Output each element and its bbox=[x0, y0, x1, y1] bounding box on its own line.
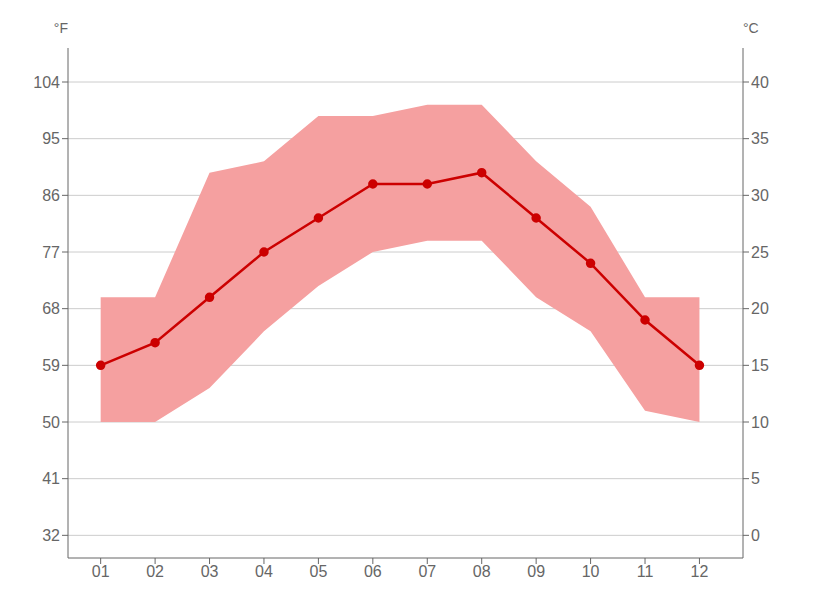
svg-text:11: 11 bbox=[637, 563, 654, 580]
svg-text:07: 07 bbox=[418, 563, 436, 580]
svg-text:06: 06 bbox=[364, 563, 382, 580]
svg-text:12: 12 bbox=[691, 563, 709, 580]
svg-text:25: 25 bbox=[751, 244, 769, 261]
svg-text:86: 86 bbox=[42, 187, 60, 204]
svg-text:10: 10 bbox=[751, 414, 769, 431]
svg-text:95: 95 bbox=[42, 130, 60, 147]
svg-text:41: 41 bbox=[42, 470, 60, 487]
svg-text:35: 35 bbox=[751, 130, 769, 147]
svg-text:32: 32 bbox=[42, 527, 60, 544]
svg-text:104: 104 bbox=[33, 74, 60, 91]
svg-text:15: 15 bbox=[751, 357, 769, 374]
html-text:°F: °F bbox=[53, 20, 68, 36]
html-text:°C: °C bbox=[743, 20, 759, 36]
svg-text:01: 01 bbox=[92, 563, 110, 580]
svg-text:50: 50 bbox=[42, 414, 60, 431]
svg-text:08: 08 bbox=[473, 563, 491, 580]
svg-text:40: 40 bbox=[751, 74, 769, 91]
svg-text:68: 68 bbox=[42, 300, 60, 317]
svg-text:77: 77 bbox=[42, 244, 60, 261]
svg-text:02: 02 bbox=[146, 563, 164, 580]
svg-text:20: 20 bbox=[751, 300, 769, 317]
svg-text:30: 30 bbox=[751, 187, 769, 204]
svg-text:0: 0 bbox=[751, 527, 760, 544]
svg-text:05: 05 bbox=[310, 563, 328, 580]
svg-text:10: 10 bbox=[582, 563, 600, 580]
svg-text:04: 04 bbox=[255, 563, 273, 580]
svg-text:5: 5 bbox=[751, 470, 760, 487]
svg-text:09: 09 bbox=[527, 563, 545, 580]
svg-text:59: 59 bbox=[42, 357, 60, 374]
svg-text:03: 03 bbox=[201, 563, 219, 580]
